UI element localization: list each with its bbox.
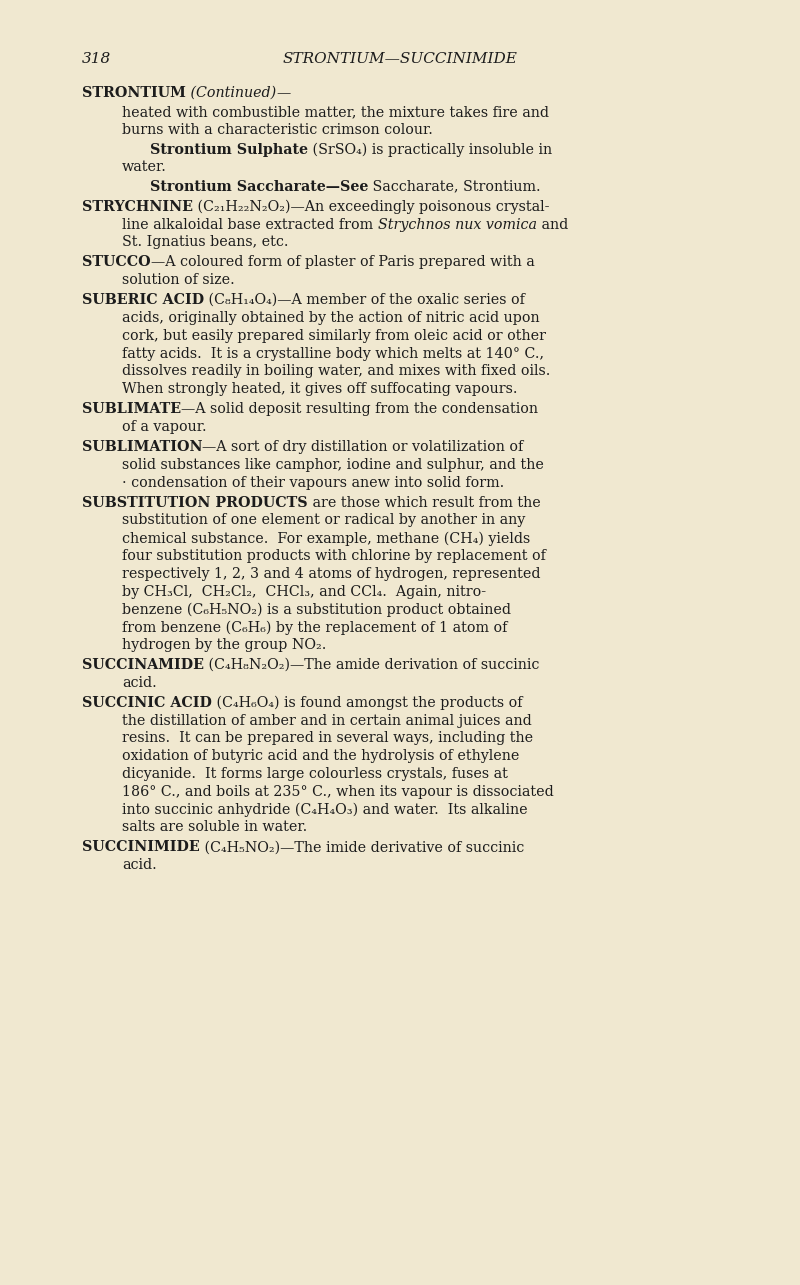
Text: SUBERIC ACID: SUBERIC ACID: [82, 293, 204, 307]
Text: cork, but easily prepared similarly from oleic acid or other: cork, but easily prepared similarly from…: [122, 329, 546, 343]
Text: SUBLIMATION: SUBLIMATION: [82, 439, 202, 454]
Text: Strontium Sulphate: Strontium Sulphate: [150, 143, 308, 157]
Text: (C₈H₁₄O₄)—A member of the oxalic series of: (C₈H₁₄O₄)—A member of the oxalic series …: [204, 293, 525, 307]
Text: from benzene (C₆H₆) by the replacement of 1 atom of: from benzene (C₆H₆) by the replacement o…: [122, 621, 507, 635]
Text: SUBLIMATE: SUBLIMATE: [82, 402, 181, 416]
Text: (SrSO₄) is practically insoluble in: (SrSO₄) is practically insoluble in: [308, 143, 552, 157]
Text: Strychnos nux vomica: Strychnos nux vomica: [378, 217, 537, 231]
Text: When strongly heated, it gives off suffocating vapours.: When strongly heated, it gives off suffo…: [122, 382, 518, 396]
Text: STUCCO: STUCCO: [82, 256, 150, 270]
Text: STRONTIUM—SUCCINIMIDE: STRONTIUM—SUCCINIMIDE: [282, 51, 518, 66]
Text: salts are soluble in water.: salts are soluble in water.: [122, 820, 307, 834]
Text: SUCCINIMIDE: SUCCINIMIDE: [82, 840, 200, 855]
Text: (C₂₁H₂₂N₂O₂)—An exceedingly poisonous crystal-: (C₂₁H₂₂N₂O₂)—An exceedingly poisonous cr…: [193, 199, 550, 215]
Text: chemical substance.  For example, methane (CH₄) yields: chemical substance. For example, methane…: [122, 531, 530, 546]
Text: 318: 318: [82, 51, 111, 66]
Text: STRONTIUM: STRONTIUM: [82, 86, 186, 100]
Text: line alkaloidal base extracted from: line alkaloidal base extracted from: [122, 217, 378, 231]
Text: dicyanide.  It forms large colourless crystals, fuses at: dicyanide. It forms large colourless cry…: [122, 767, 508, 781]
Text: substitution of one element or radical by another in any: substitution of one element or radical b…: [122, 514, 526, 527]
Text: —A coloured form of plaster of Paris prepared with a: —A coloured form of plaster of Paris pre…: [150, 256, 534, 270]
Text: and: and: [537, 217, 568, 231]
Text: acid.: acid.: [122, 676, 157, 690]
Text: · condensation of their vapours anew into solid form.: · condensation of their vapours anew int…: [122, 475, 504, 490]
Text: STRYCHNINE: STRYCHNINE: [82, 199, 193, 213]
Text: (C₄H₅NO₂)—The imide derivative of succinic: (C₄H₅NO₂)—The imide derivative of succin…: [200, 840, 524, 855]
Text: SUCCINIC ACID: SUCCINIC ACID: [82, 695, 212, 709]
Text: —A solid deposit resulting from the condensation: —A solid deposit resulting from the cond…: [181, 402, 538, 416]
Text: into succinic anhydride (C₄H₄O₃) and water.  Its alkaline: into succinic anhydride (C₄H₄O₃) and wat…: [122, 803, 528, 817]
Text: dissolves readily in boiling water, and mixes with fixed oils.: dissolves readily in boiling water, and …: [122, 365, 550, 378]
Text: are those which result from the: are those which result from the: [308, 496, 540, 510]
Text: hydrogen by the group NO₂.: hydrogen by the group NO₂.: [122, 637, 326, 651]
Text: the distillation of amber and in certain animal juices and: the distillation of amber and in certain…: [122, 713, 532, 727]
Text: acid.: acid.: [122, 858, 157, 873]
Text: resins.  It can be prepared in several ways, including the: resins. It can be prepared in several wa…: [122, 731, 533, 745]
Text: Strontium Saccharate—See: Strontium Saccharate—See: [150, 180, 368, 194]
Text: solid substances like camphor, iodine and sulphur, and the: solid substances like camphor, iodine an…: [122, 457, 544, 472]
Text: of a vapour.: of a vapour.: [122, 420, 206, 434]
Text: SUBSTITUTION PRODUCTS: SUBSTITUTION PRODUCTS: [82, 496, 308, 510]
Text: (C₄H₆O₄) is found amongst the products of: (C₄H₆O₄) is found amongst the products o…: [212, 695, 522, 711]
Text: oxidation of butyric acid and the hydrolysis of ethylene: oxidation of butyric acid and the hydrol…: [122, 749, 519, 763]
Text: burns with a characteristic crimson colour.: burns with a characteristic crimson colo…: [122, 123, 433, 137]
Text: SUCCINAMIDE: SUCCINAMIDE: [82, 658, 204, 672]
Text: water.: water.: [122, 161, 167, 175]
Text: —A sort of dry distillation or volatilization of: —A sort of dry distillation or volatiliz…: [202, 439, 524, 454]
Text: St. Ignatius beans, etc.: St. Ignatius beans, etc.: [122, 235, 289, 249]
Text: solution of size.: solution of size.: [122, 274, 234, 287]
Text: 186° C., and boils at 235° C., when its vapour is dissociated: 186° C., and boils at 235° C., when its …: [122, 785, 554, 799]
Text: Saccharate, Strontium.: Saccharate, Strontium.: [368, 180, 541, 194]
Text: (Continued): (Continued): [186, 86, 276, 100]
Text: benzene (C₆H₅NO₂) is a substitution product obtained: benzene (C₆H₅NO₂) is a substitution prod…: [122, 603, 511, 617]
Text: fatty acids.  It is a crystalline body which melts at 140° C.,: fatty acids. It is a crystalline body wh…: [122, 347, 544, 361]
Text: —: —: [276, 86, 290, 100]
Text: heated with combustible matter, the mixture takes fire and: heated with combustible matter, the mixt…: [122, 105, 549, 120]
Text: acids, originally obtained by the action of nitric acid upon: acids, originally obtained by the action…: [122, 311, 540, 325]
Text: respectively 1, 2, 3 and 4 atoms of hydrogen, represented: respectively 1, 2, 3 and 4 atoms of hydr…: [122, 567, 541, 581]
Text: (C₄H₈N₂O₂)—The amide derivation of succinic: (C₄H₈N₂O₂)—The amide derivation of succi…: [204, 658, 539, 672]
Text: four substitution products with chlorine by replacement of: four substitution products with chlorine…: [122, 549, 546, 563]
Text: by CH₃Cl,  CH₂Cl₂,  CHCl₃, and CCl₄.  Again, nitro-: by CH₃Cl, CH₂Cl₂, CHCl₃, and CCl₄. Again…: [122, 585, 486, 599]
